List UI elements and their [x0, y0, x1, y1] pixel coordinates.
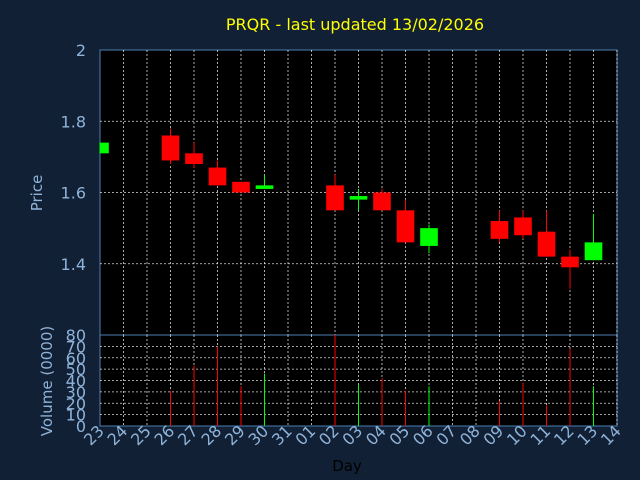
candle-03: [349, 188, 368, 211]
candle-10: [514, 210, 532, 239]
candle-30: [255, 174, 274, 189]
volume-tick-label: 30: [66, 383, 86, 402]
candle-body: [326, 185, 344, 211]
candle-body: [208, 167, 227, 186]
candle-body: [255, 185, 274, 189]
candle-body: [490, 221, 509, 239]
candle-body: [584, 242, 603, 261]
candle-11: [537, 210, 556, 257]
volume-tick-label: 50: [66, 360, 86, 379]
candle-body: [561, 256, 579, 268]
candle-body: [161, 135, 180, 161]
volume-tick-label: 10: [66, 406, 86, 425]
volume-tick-label: 20: [66, 394, 86, 413]
candle-05: [396, 199, 415, 243]
volume-tick-label: 70: [66, 337, 86, 356]
candle-body: [349, 196, 368, 200]
price-tick-label: 1.8: [61, 112, 86, 131]
candle-06: [420, 224, 438, 254]
volume-axis-label: Volume (0000): [38, 326, 56, 436]
candle-23: [99, 142, 109, 154]
candle-29: [232, 181, 250, 193]
candle-body: [396, 210, 415, 243]
candle-body: [185, 153, 203, 164]
candle-body: [373, 192, 391, 211]
x-tick-labels: 2324252627282930310102030405060708091011…: [80, 421, 625, 449]
candle-09: [490, 210, 509, 243]
candle-body: [232, 181, 250, 193]
chart-title: PRQR - last updated 13/02/2026: [226, 15, 484, 34]
volume-tick-label: 40: [66, 372, 86, 391]
candle-04: [373, 188, 391, 211]
day-axis-label: Day: [332, 457, 362, 475]
price-tick-label: 1.4: [61, 255, 86, 274]
candle-body: [420, 228, 438, 246]
price-tick-label: 2: [76, 41, 86, 60]
volume-tick-label: 0: [76, 417, 86, 436]
candle-26: [161, 128, 180, 164]
price-tick-label: 1.6: [61, 184, 86, 203]
price-panel: 1.4 1.6 1.8 2: [61, 41, 618, 336]
candle-28: [208, 160, 227, 186]
candle-27: [185, 142, 203, 168]
candle-12: [561, 249, 579, 289]
candle-body: [514, 217, 532, 236]
price-axis-label: Price: [28, 175, 46, 212]
volume-tick-label: 80: [66, 326, 86, 345]
volume-tick-label: 60: [66, 349, 86, 368]
candle-02: [326, 174, 344, 211]
candle-body: [100, 142, 109, 154]
candle-body: [537, 231, 556, 257]
candle-13: [584, 213, 603, 261]
